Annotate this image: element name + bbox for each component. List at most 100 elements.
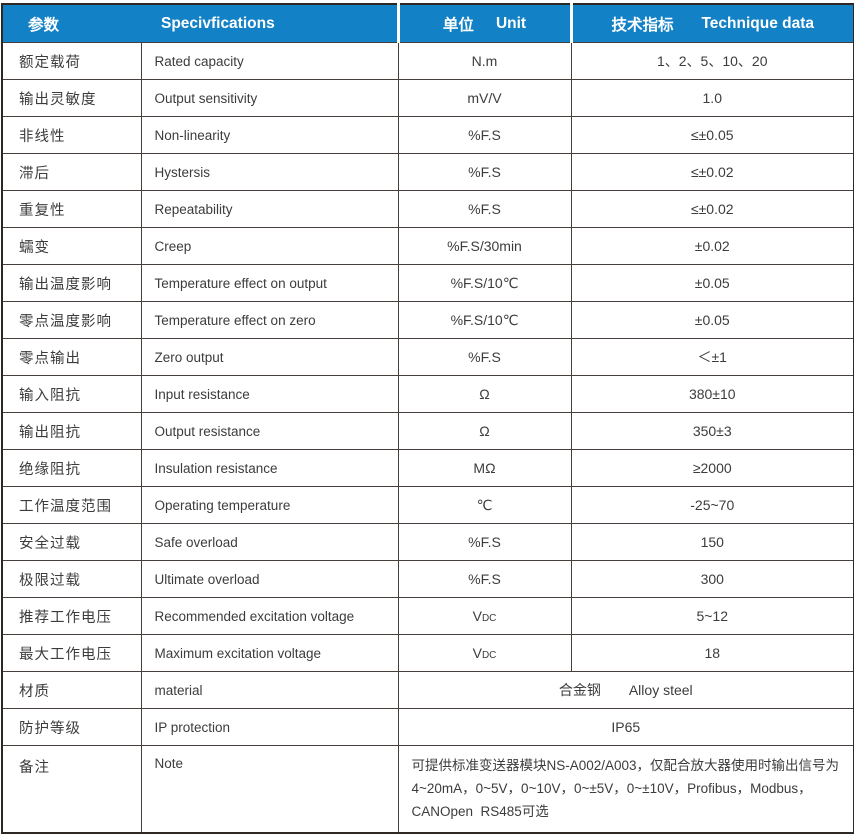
tech-data-value: ≤±0.02 xyxy=(570,153,854,191)
spec-table: 参数 Specivfications 单位 Unit 技术指标 Techniqu… xyxy=(1,3,854,834)
param-name-cn: 重复性 xyxy=(1,190,142,228)
tech-data-value: ±0.02 xyxy=(570,227,854,265)
param-name-en: Hystersis xyxy=(140,153,399,191)
param-name-cn: 极限过载 xyxy=(1,560,142,598)
param-name-en: Insulation resistance xyxy=(140,449,399,487)
note-line: 4~20mA，0~5V，0~10V，0~±5V，0~±10V，Profibus，… xyxy=(411,781,812,796)
table-row: 零点温度影响 Temperature effect on zero %F.S/10℃… xyxy=(1,301,854,339)
param-name-en: Rated capacity xyxy=(140,42,399,80)
param-name-en: Output resistance xyxy=(140,412,399,450)
note-text: 可提供标准变送器模块NS-A002/A003，仅配合放大器使用时输出信号为 4~2… xyxy=(397,745,854,834)
unit-subscript: DC xyxy=(481,650,497,661)
param-name-en: Input resistance xyxy=(140,375,399,413)
param-name-cn: 绝缘阻抗 xyxy=(1,449,142,487)
tech-data-value: 1.0 xyxy=(570,79,854,117)
param-name-en: Output sensitivity xyxy=(140,79,399,117)
table-row: 绝缘阻抗 Insulation resistance MΩ ≥2000 xyxy=(1,449,854,487)
unit-value: Ω xyxy=(397,412,572,450)
header-cell-parameters: 参数 Specivfications xyxy=(1,3,399,43)
unit-main: V xyxy=(472,645,482,661)
unit-value: %F.S/30min xyxy=(397,227,572,265)
param-name-en: Ultimate overload xyxy=(140,560,399,598)
tech-data-value: ≤±0.05 xyxy=(570,116,854,154)
table-row: 工作温度范围 Operating temperature ℃ -25~70 xyxy=(1,486,854,524)
header-cell-unit: 单位 Unit xyxy=(396,3,572,43)
header-data-en: Technique data xyxy=(701,14,815,32)
unit-value: VDC xyxy=(397,634,572,672)
table-row: 输入阻抗 Input resistance Ω 380±10 xyxy=(1,375,854,413)
table-row: 滞后 Hystersis %F.S ≤±0.02 xyxy=(1,153,854,191)
merged-value: 合金钢 Alloy steel xyxy=(397,671,854,709)
param-name-cn: 蠕变 xyxy=(1,227,142,265)
param-name-cn: 零点输出 xyxy=(1,338,142,376)
tech-data-value: 1、2、5、10、20 xyxy=(570,42,854,80)
tech-data-value: -25~70 xyxy=(570,486,854,524)
param-name-cn: 输出温度影响 xyxy=(1,264,142,302)
page: { "colors":{ "header_bg":"#1381C6", "hea… xyxy=(0,3,854,834)
param-name-cn: 安全过载 xyxy=(1,523,142,561)
param-name-cn: 额定载荷 xyxy=(1,42,142,80)
unit-subscript: DC xyxy=(481,613,497,624)
table-row: 最大工作电压 Maximum excitation voltage VDC 18 xyxy=(1,634,854,672)
merged-value: IP65 xyxy=(397,708,854,746)
tech-data-value: 300 xyxy=(570,560,854,598)
table-row: 材质 material 合金钢 Alloy steel xyxy=(1,671,854,709)
tech-data-value: 18 xyxy=(570,634,854,672)
param-name-en: Maximum excitation voltage xyxy=(140,634,399,672)
note-row: 备注 Note 可提供标准变送器模块NS-A002/A003，仅配合放大器使用时输出… xyxy=(1,745,854,834)
table-row: 非线性 Non-linearity %F.S ≤±0.05 xyxy=(1,116,854,154)
unit-value: %F.S xyxy=(397,190,572,228)
spec-table-header: 参数 Specivfications 单位 Unit 技术指标 Techniqu… xyxy=(1,3,854,43)
tech-data-value: ±0.05 xyxy=(570,301,854,339)
unit-value: %F.S xyxy=(397,153,572,191)
header-params-cn: 参数 xyxy=(28,16,60,34)
param-name-en: Note xyxy=(140,745,399,834)
param-name-cn: 零点温度影响 xyxy=(1,301,142,339)
param-name-en: Creep xyxy=(140,227,399,265)
unit-value: %F.S xyxy=(397,523,572,561)
param-name-en: Temperature effect on output xyxy=(140,264,399,302)
param-name-en: Operating temperature xyxy=(140,486,399,524)
unit-value: %F.S xyxy=(397,560,572,598)
tech-data-value: 5~12 xyxy=(570,597,854,635)
unit-value: %F.S/10℃ xyxy=(397,301,572,339)
unit-value: %F.S xyxy=(397,116,572,154)
table-row: 蠕变 Creep %F.S/30min ±0.02 xyxy=(1,227,854,265)
table-row: 零点输出 Zero output %F.S ＜±1 xyxy=(1,338,854,376)
param-name-cn: 滞后 xyxy=(1,153,142,191)
param-name-cn: 材质 xyxy=(1,671,142,709)
header-params-en: Specivfications xyxy=(161,14,275,32)
note-line: 可提供标准变送器模块NS-A002/A003，仅配合放大器使用时输出信号为 xyxy=(411,758,840,773)
param-name-cn: 备注 xyxy=(1,745,142,834)
unit-value: %F.S xyxy=(397,338,572,376)
tech-data-value: ±0.05 xyxy=(570,264,854,302)
param-name-cn: 工作温度范围 xyxy=(1,486,142,524)
header-row: 参数 Specivfications 单位 Unit 技术指标 Techniqu… xyxy=(1,3,854,43)
tech-data-value: 150 xyxy=(570,523,854,561)
header-cell-technique-data: 技术指标 Technique data xyxy=(569,3,854,43)
header-unit-cn: 单位 xyxy=(442,16,474,34)
param-name-cn: 推荐工作电压 xyxy=(1,597,142,635)
param-name-en: Temperature effect on zero xyxy=(140,301,399,339)
param-name-en: Safe overload xyxy=(140,523,399,561)
param-name-cn: 最大工作电压 xyxy=(1,634,142,672)
table-row: 输出温度影响 Temperature effect on output %F.S/1… xyxy=(1,264,854,302)
param-name-en: Recommended excitation voltage xyxy=(140,597,399,635)
tech-data-value: 350±3 xyxy=(570,412,854,450)
unit-value: N.m xyxy=(397,42,572,80)
table-row: 额定载荷 Rated capacity N.m 1、2、5、10、20 xyxy=(1,42,854,80)
tech-data-value: ≤±0.02 xyxy=(570,190,854,228)
param-name-en: Non-linearity xyxy=(140,116,399,154)
table-row: 推荐工作电压 Recommended excitation voltage VDC 5… xyxy=(1,597,854,635)
tech-data-value: ≥2000 xyxy=(570,449,854,487)
tech-data-value: ＜±1 xyxy=(570,338,854,376)
table-row: 重复性 Repeatability %F.S ≤±0.02 xyxy=(1,190,854,228)
table-row: 输出灵敏度 Output sensitivity mV/V 1.0 xyxy=(1,79,854,117)
param-name-en: material xyxy=(140,671,399,709)
header-unit-en: Unit xyxy=(495,14,527,32)
param-name-cn: 输入阻抗 xyxy=(1,375,142,413)
unit-value: mV/V xyxy=(397,79,572,117)
table-row: 输出阻抗 Output resistance Ω 350±3 xyxy=(1,412,854,450)
unit-value: VDC xyxy=(397,597,572,635)
param-name-en: Zero output xyxy=(140,338,399,376)
